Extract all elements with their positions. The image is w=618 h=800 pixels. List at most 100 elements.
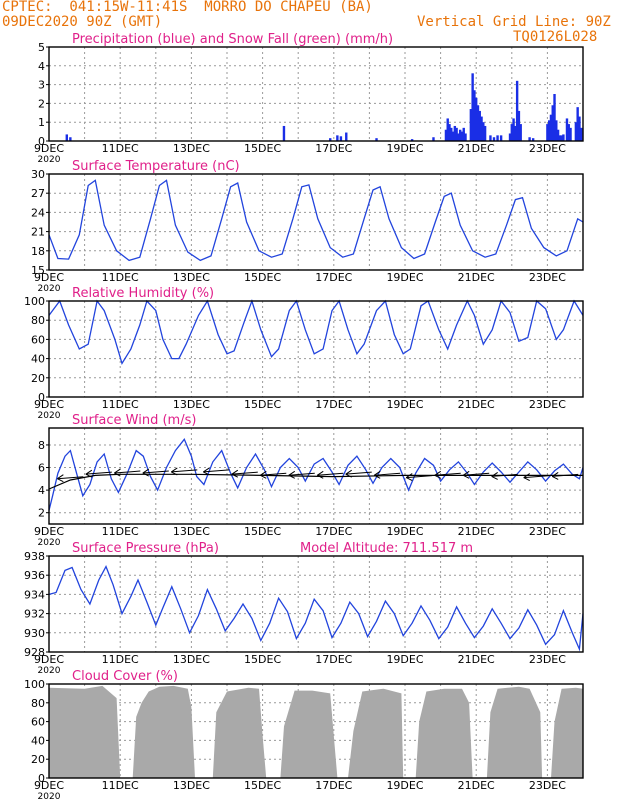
wind-barb-head	[551, 472, 559, 480]
wind-title: Surface Wind (m/s)	[72, 413, 196, 428]
wind-barb	[85, 469, 112, 478]
precip-bar	[460, 131, 464, 141]
wind-barb	[523, 473, 550, 482]
temp-line	[48, 179, 584, 262]
rh-xtick-label: 21DEC	[458, 398, 495, 411]
precip-bar	[499, 135, 503, 141]
precip-bar	[547, 120, 551, 141]
precip-bar	[551, 105, 554, 141]
wind-barb-shaft	[260, 472, 287, 476]
precip-bar	[562, 134, 565, 141]
wind-barb-head	[462, 470, 470, 479]
precip-bar	[569, 127, 572, 141]
wind-barb-head	[373, 470, 381, 479]
wind-barb	[551, 472, 579, 480]
precip-bar	[282, 125, 286, 141]
pressure-xtick-label: 19DEC	[386, 653, 423, 666]
cloud-frame	[48, 683, 584, 779]
precip-xtick-label: 11DEC	[102, 142, 139, 155]
wind-barb-head	[523, 473, 530, 482]
temp-frame	[48, 173, 584, 271]
station-header: CPTEC: 041:15W-11:41S MORRO DO CHAPEU (B…	[2, 0, 373, 15]
rh-ytick-label: 0	[38, 391, 45, 404]
wind-barb-shaft	[171, 469, 198, 473]
wind-barb	[171, 467, 198, 476]
wind-barb-shaft	[85, 471, 112, 475]
rh-panel	[46, 298, 584, 398]
precip-bar	[489, 135, 492, 141]
precip-ytick-label: 1	[38, 116, 45, 129]
rh-xtick-label: 23DEC	[529, 398, 566, 411]
precip-bar	[565, 118, 569, 141]
precip-bar	[336, 135, 339, 141]
precip-bar	[519, 124, 522, 141]
wind-xtick-label: 11DEC	[102, 525, 139, 538]
cloud-xtick-label: 13DEC	[173, 779, 210, 792]
wind-barb-head	[171, 467, 178, 476]
precip-bar	[567, 124, 570, 141]
pressure-ytick-label: 936	[24, 569, 45, 582]
precip-bar	[69, 137, 72, 141]
wind-barb	[405, 473, 433, 482]
pressure-line	[48, 565, 584, 652]
rh-ytick-label: 40	[31, 353, 45, 366]
pressure-xtick-label: 15DEC	[244, 653, 281, 666]
wind-barb	[203, 467, 230, 476]
precip-bar	[453, 125, 457, 141]
wind-barb-shaft	[203, 469, 230, 473]
precip-bar	[560, 135, 563, 141]
temp-title: Surface Temperature (nC)	[72, 159, 240, 174]
temp-xtick-label: 19DEC	[386, 271, 423, 284]
wind-barb-shaft	[463, 472, 490, 476]
cloud-title: Cloud Cover (%)	[72, 669, 178, 684]
wind-ytick-label: 4	[38, 484, 45, 497]
wind-barb-head	[405, 473, 413, 482]
rh-line	[48, 298, 584, 365]
wind-barb-shaft	[374, 472, 401, 476]
precip-bar	[458, 129, 462, 141]
precip-year-label: 2020	[38, 155, 61, 165]
wind-barb-shaft	[288, 472, 315, 476]
pressure-frame	[48, 555, 584, 653]
precip-title: Precipitation (blue) and Snow Fall (gree…	[72, 32, 393, 47]
temp-panel	[46, 173, 584, 271]
pressure-title: Surface Pressure (hPa)	[72, 541, 219, 556]
rh-xtick-label: 15DEC	[244, 398, 281, 411]
temp-year-label: 2020	[38, 284, 61, 294]
precip-ytick-label: 3	[38, 79, 45, 92]
model-code: TQ0126L028	[513, 29, 598, 45]
precip-bar	[556, 129, 560, 141]
cloud-ytick-label: 40	[31, 734, 45, 747]
precip-ytick-label: 5	[38, 41, 45, 54]
pressure-xtick-label: 11DEC	[102, 653, 139, 666]
wind-xtick-label: 13DEC	[173, 525, 210, 538]
wind-barb	[231, 469, 258, 478]
pressure-ytick-label: 928	[24, 646, 45, 659]
precip-bar	[549, 114, 553, 141]
temp-xtick-label: 9DEC	[34, 271, 64, 284]
precip-bar	[469, 109, 473, 141]
precip-bar	[553, 94, 556, 141]
cloud-ytick-label: 80	[31, 697, 45, 710]
pressure-xtick-label: 23DEC	[529, 653, 566, 666]
wind-barb	[316, 470, 344, 479]
rh-xtick-label: 17DEC	[315, 398, 352, 411]
cloud-ytick-label: 0	[38, 772, 45, 785]
rh-ytick-label: 80	[31, 314, 45, 327]
precip-bar	[492, 137, 496, 141]
wind-barb-head	[260, 470, 267, 479]
temp-ytick-label: 24	[31, 206, 45, 219]
rh-xtick-label: 11DEC	[102, 398, 139, 411]
wind-barb-shaft	[231, 471, 258, 475]
precip-bar	[496, 135, 499, 141]
wind-ytick-label: 2	[38, 507, 45, 520]
precip-bar	[478, 110, 481, 141]
wind-barb-head	[85, 469, 93, 478]
rh-frame	[48, 300, 584, 398]
precip-bar	[555, 120, 558, 141]
precip-bar	[375, 138, 378, 141]
vertical-grid-note: Vertical Grid Line: 90Z	[417, 14, 611, 30]
precip-bar	[471, 73, 474, 141]
wind-barb	[462, 470, 490, 479]
